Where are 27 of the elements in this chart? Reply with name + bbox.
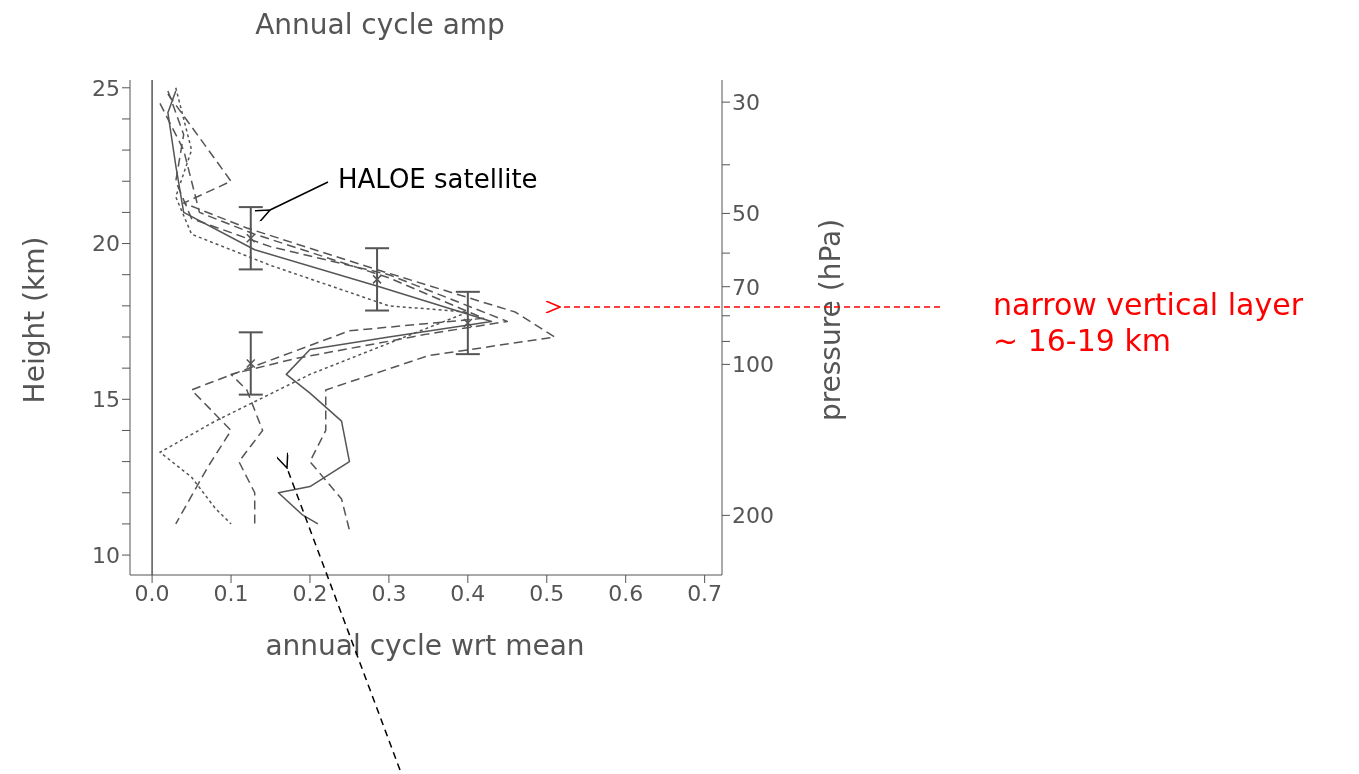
y2-tick-label: 100 xyxy=(732,352,774,378)
x-axis-title: annual cycle wrt mean xyxy=(265,629,585,662)
x-tick-label: 0.4 xyxy=(450,580,486,606)
y-tick-label: 20 xyxy=(92,231,120,257)
x-tick-label: 0.5 xyxy=(529,580,565,606)
point xyxy=(246,233,256,243)
point xyxy=(246,358,256,369)
y2-tick-label: 70 xyxy=(732,274,760,300)
y2-tick-label: 50 xyxy=(732,201,760,227)
y-tick-label: 10 xyxy=(92,542,120,568)
x-tick-label: 0.3 xyxy=(371,580,407,606)
y2-tick-label: 200 xyxy=(732,503,774,529)
x-tick-label: 0.7 xyxy=(687,580,723,606)
point xyxy=(372,274,382,285)
y2-tick-label: 30 xyxy=(732,89,760,115)
y-tick-label: 25 xyxy=(92,75,120,101)
x-tick-label: 0.0 xyxy=(134,580,170,606)
y-tick-label: 15 xyxy=(92,387,120,413)
x-tick-label: 0.2 xyxy=(292,580,328,606)
x-tick-label: 0.1 xyxy=(213,580,249,606)
point xyxy=(463,318,473,328)
y2-axis-title: pressure (hPa) xyxy=(814,218,847,422)
annotation: HALOE satellite xyxy=(338,164,538,194)
chart-title: Annual cycle amp xyxy=(254,8,506,41)
text: narrow vertical layer ~ 16-19 km xyxy=(993,287,1304,358)
x-tick-label: 0.6 xyxy=(608,580,644,606)
y-axis-title: Height (km) xyxy=(18,236,51,404)
